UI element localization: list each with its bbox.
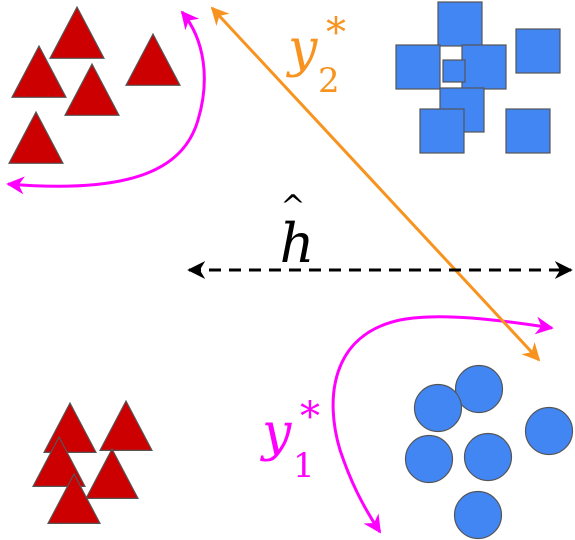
- y1-subscript: 1: [293, 446, 315, 486]
- circle-shape: [413, 383, 463, 433]
- top-left-triangles: [8, 5, 181, 164]
- square-shape: [437, 1, 483, 47]
- h-hat-label: ^ h: [280, 189, 315, 275]
- circle-shape: [454, 364, 504, 414]
- square-shape: [442, 59, 466, 83]
- y2-subscript: 2: [318, 61, 340, 101]
- triangle-shape: [8, 110, 64, 164]
- triangle-shape: [43, 401, 97, 453]
- circle-shape: [524, 406, 574, 456]
- triangle-shape: [47, 472, 101, 525]
- y1-base: y: [260, 403, 292, 463]
- square-shape: [515, 28, 561, 74]
- top-right-squares: [395, 1, 561, 154]
- circle-shape: [463, 432, 513, 482]
- y2-base: y: [286, 19, 318, 79]
- square-shape: [419, 108, 465, 154]
- h-hat-accent: ^: [280, 189, 305, 224]
- circle-shape: [453, 490, 503, 540]
- triangle-shape: [125, 32, 181, 86]
- y1-star-label: y 1 *: [260, 394, 320, 486]
- square-shape: [505, 108, 551, 154]
- y1-superscript: *: [300, 394, 320, 440]
- triangle-shape: [99, 399, 153, 451]
- y2-star-axis: [210, 6, 541, 362]
- triangle-shape: [32, 435, 86, 487]
- bottom-right-circles: [404, 364, 574, 540]
- h-hat-base: h: [280, 212, 315, 275]
- square-shape: [395, 44, 441, 90]
- triangle-shape: [64, 62, 120, 116]
- bottom-left-triangles: [32, 399, 153, 525]
- square-shape: [461, 44, 507, 90]
- y2-star-label: y 2 *: [286, 10, 346, 101]
- circle-shape: [404, 434, 454, 484]
- triangle-shape: [49, 5, 105, 59]
- y2-superscript: *: [326, 10, 346, 56]
- triangle-shape: [85, 447, 139, 499]
- y1-star-curve-top: [6, 10, 206, 195]
